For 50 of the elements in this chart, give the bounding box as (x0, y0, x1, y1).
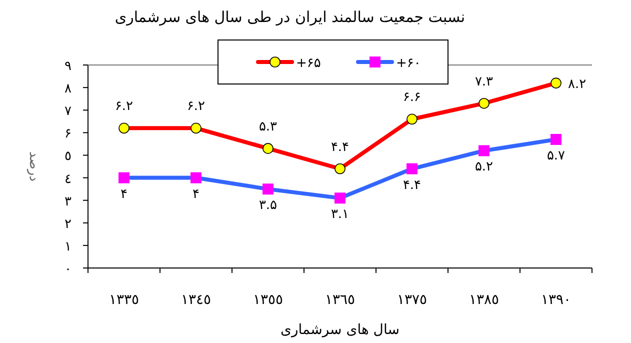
data-label: ۷.۳ (474, 74, 494, 90)
point (262, 184, 274, 195)
x-tick-label: ١٣٧٥ (396, 292, 428, 308)
point (406, 114, 418, 125)
x-tick-label: ١٣٣٥ (108, 292, 140, 308)
point (118, 172, 130, 184)
x-axis-title: سال های سرشماری (280, 322, 400, 338)
point (262, 143, 274, 154)
y-tick-label: ۶ (64, 126, 72, 142)
x-tick-label: ١٣٥٥ (252, 292, 284, 308)
y-tick-label: ٧ (64, 104, 72, 120)
data-label: ۳.۱ (330, 207, 350, 222)
point (190, 172, 202, 184)
data-label: ۴ (120, 186, 128, 202)
y-axis-title: درصد (26, 152, 41, 182)
y-tick-label: ٥ (64, 149, 72, 164)
data-label: ۴.۴ (330, 140, 350, 155)
data-label: ۳.۵ (258, 198, 278, 214)
y-tick-label: ٩ (64, 59, 72, 74)
x-tick-label: ١٣٨٥ (468, 292, 500, 308)
data-label: ۸.۲ (568, 77, 586, 92)
y-tick-label: ٠ (64, 262, 72, 277)
y-tick-label: ٣ (64, 194, 72, 210)
y-tick-label: ٤ (64, 172, 72, 187)
point (478, 98, 490, 109)
legend-label: +۶۰ (396, 56, 421, 71)
x-tick-label: ١٣٤٥ (180, 292, 212, 308)
data-label: ۵.۳ (258, 119, 278, 134)
point (190, 122, 202, 134)
data-label: ۵.۲ (474, 160, 494, 175)
chart-title: نسبت جمعیت سالمند ایران در طی سال های سرشماری (114, 8, 466, 26)
legend-label: +۶۵ (296, 56, 321, 71)
data-label: ۴.۴ (402, 178, 422, 193)
point (118, 122, 130, 134)
point (478, 145, 490, 156)
x-tick-label: ١٣٩٠ (540, 292, 572, 308)
data-label: ۴ (192, 186, 200, 202)
point (406, 163, 418, 174)
point (334, 192, 346, 204)
data-label: ۵.۷ (546, 148, 566, 164)
point (550, 78, 562, 88)
data-label: ۶.۲ (114, 99, 134, 114)
y-tick-label: ٢ (64, 216, 72, 232)
y-tick-label: ٨ (64, 82, 72, 97)
point (334, 163, 346, 174)
x-tick-label: ١٣٦٥ (324, 292, 356, 308)
data-label: ۶.۲ (186, 99, 206, 114)
y-tick-label: ١ (64, 239, 72, 254)
point (550, 134, 562, 145)
data-label: ۶.۶ (402, 90, 422, 106)
